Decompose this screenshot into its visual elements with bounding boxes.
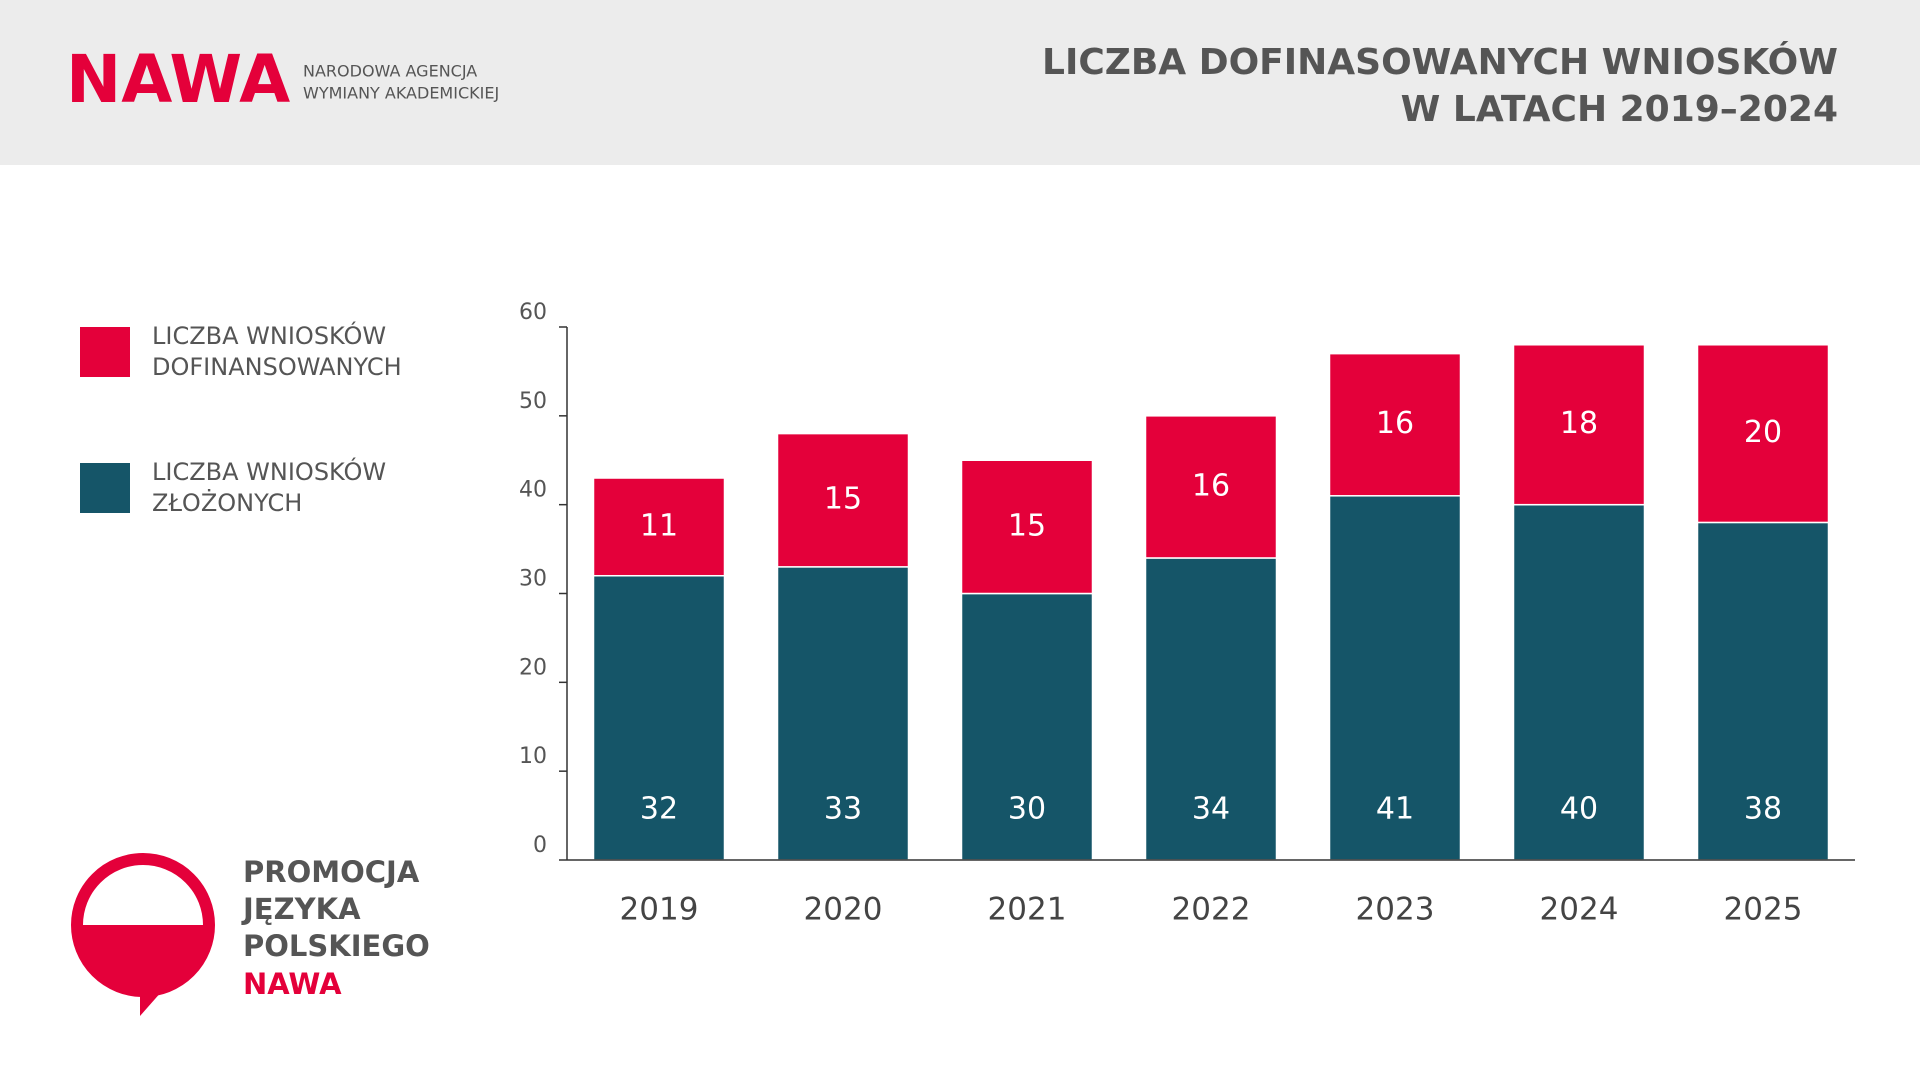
x-tick-label: 2019 (620, 892, 699, 928)
footer-brand: NAWA (243, 967, 342, 1001)
value-label: 32 (640, 792, 678, 827)
agency-name: WYMIANY AKADEMICKIEJ (303, 84, 499, 103)
legend-label: LICZBA WNIOSKÓW ZŁOŻONYCH (152, 456, 386, 517)
header-band (0, 0, 1920, 165)
x-tick-label: 2021 (988, 892, 1067, 928)
footer-logo (71, 853, 215, 1016)
value-label: 15 (1008, 508, 1046, 543)
value-label: 15 (824, 482, 862, 517)
chart-title: W LATACH 2019–2024 (1401, 89, 1838, 130)
bar-segment (1144, 415, 1278, 559)
value-label: 16 (1192, 468, 1230, 503)
logo-tail (140, 982, 170, 1016)
agency-name: NARODOWA AGENCJA (303, 62, 477, 81)
value-label: 20 (1744, 415, 1782, 450)
value-label: 11 (640, 508, 678, 543)
bar-segment (960, 459, 1094, 595)
value-label: 41 (1376, 792, 1414, 827)
value-label: 16 (1376, 406, 1414, 441)
y-tick-label: 20 (519, 655, 547, 680)
value-label: 34 (1192, 792, 1230, 827)
bar-segment (960, 592, 1094, 861)
value-label: 40 (1560, 792, 1598, 827)
bar-segment (1144, 557, 1278, 861)
y-tick-label: 30 (519, 567, 547, 592)
bar-segment (592, 477, 726, 577)
logo: NAWA (66, 41, 290, 118)
footer-text: POLSKIEGO (243, 929, 430, 963)
value-label: 30 (1008, 792, 1046, 827)
chart-title: LICZBA DOFINASOWANYCH WNIOSKÓW (1042, 41, 1838, 83)
footer-text: JĘZYKA (241, 892, 361, 926)
y-tick-label: 0 (533, 833, 547, 858)
x-tick-label: 2020 (804, 892, 883, 928)
bar-segment (1328, 495, 1462, 861)
bar-segment (1512, 344, 1646, 506)
y-tick-label: 60 (519, 300, 547, 325)
logo-fill (77, 925, 209, 991)
x-tick-label: 2023 (1356, 892, 1435, 928)
x-tick-label: 2025 (1724, 892, 1803, 928)
y-tick-label: 50 (519, 389, 547, 414)
bar-segment (592, 574, 726, 861)
x-tick-label: 2024 (1540, 892, 1619, 928)
value-label: 38 (1744, 792, 1782, 827)
bar-segment (776, 566, 910, 861)
legend-swatch (80, 463, 130, 513)
y-tick-label: 40 (519, 478, 547, 503)
bar-segment (1696, 344, 1830, 524)
y-tick-label: 10 (519, 744, 547, 769)
legend-swatch (80, 327, 130, 377)
value-label: 33 (824, 792, 862, 827)
value-label: 18 (1560, 406, 1598, 441)
x-tick-label: 2022 (1172, 892, 1251, 928)
bar-segment (1512, 503, 1646, 861)
bar-segment (1328, 352, 1462, 497)
footer-text: PROMOCJA (243, 855, 420, 889)
bar-segment (776, 432, 910, 568)
legend-label: LICZBA WNIOSKÓW DOFINANSOWANYCH (152, 320, 402, 381)
